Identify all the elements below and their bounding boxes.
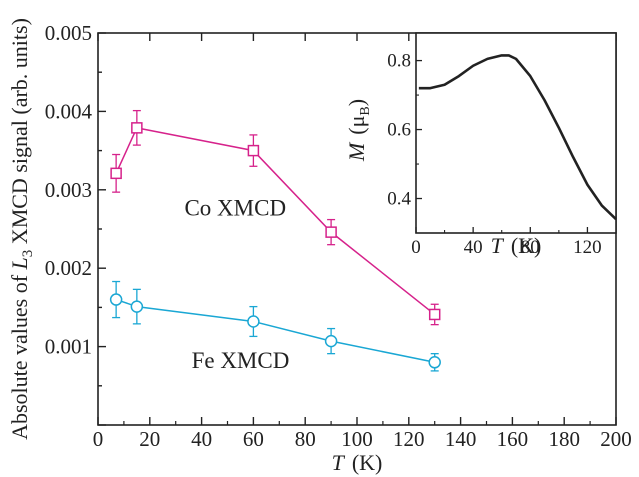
- inset-y-tick-label: 0.8: [387, 51, 411, 72]
- y-tick-label: 0.002: [45, 256, 92, 280]
- data-point: [247, 315, 260, 328]
- y-tick-label: 0.003: [45, 178, 92, 202]
- x-axis-title-unit: (K): [352, 450, 383, 475]
- data-point: [325, 226, 337, 238]
- x-axis-title: T (K): [332, 450, 383, 475]
- series-line: [115, 127, 436, 316]
- x-tick-label: 180: [548, 427, 580, 451]
- y-tick-label: 0.004: [45, 99, 93, 123]
- data-point: [131, 122, 143, 134]
- main-series: [109, 109, 441, 372]
- x-tick-label: 100: [341, 427, 373, 451]
- inset-y-title: M (μB): [344, 99, 373, 162]
- main-labels: Co XMCD Fe XMCD: [184, 196, 289, 373]
- inset-x-tick-label: 120: [573, 237, 602, 258]
- inset-y-title-sub: B: [358, 106, 373, 115]
- inset-frame: [415, 32, 617, 234]
- inset-y-tick-label: 0.4: [387, 189, 411, 210]
- series-annotation: Fe XMCD: [192, 348, 290, 373]
- y-axis-title-post: XMCD signal (arb. units): [7, 18, 32, 250]
- x-tick-label: 120: [393, 427, 425, 451]
- x-tick-label: 60: [243, 427, 264, 451]
- data-point: [324, 334, 338, 348]
- inset-y-title-unit-pre: (μ: [344, 116, 369, 135]
- inset-x-title: T (K): [491, 233, 542, 258]
- inset-y-tick-label: 0.6: [387, 120, 411, 141]
- inset-x-tick-label: 80: [521, 237, 540, 258]
- data-point: [110, 167, 122, 180]
- inset-x-tick-label: 40: [464, 237, 483, 258]
- x-tick-label: 0: [93, 427, 104, 451]
- inset-curve: [418, 54, 617, 221]
- data-point: [428, 308, 441, 321]
- data-point: [247, 144, 260, 157]
- y-tick-label: 0.001: [45, 335, 92, 359]
- x-tick-label: 200: [600, 427, 632, 451]
- y-axis-title: Absolute values of L3 XMCD signal (arb. …: [7, 18, 36, 440]
- y-tick-label: 0.005: [45, 21, 92, 45]
- data-point: [109, 293, 123, 306]
- series-annotation: Co XMCD: [184, 196, 286, 221]
- main-ticks: 0 20 40 60 80 100 120 140 160 180 200 0.001 0.002 0.0…: [45, 21, 632, 451]
- inset-x-title-var: T: [491, 233, 505, 258]
- x-tick-label: 80: [295, 427, 316, 451]
- y-axis-title-var: L: [7, 257, 32, 270]
- inset-y-title-var: M: [344, 141, 369, 162]
- data-point: [130, 300, 144, 313]
- x-tick-label: 20: [139, 427, 160, 451]
- inset-series: [418, 54, 617, 221]
- data-point: [428, 356, 441, 369]
- inset-x-tick-label: 0: [411, 237, 421, 258]
- inset-y-title-unit-post: ): [344, 99, 369, 106]
- y-axis-title-pre: Absolute values of: [7, 269, 32, 439]
- x-tick-label: 40: [191, 427, 212, 451]
- x-tick-label: 160: [497, 427, 529, 451]
- x-axis-title-var: T: [332, 450, 346, 475]
- inset-ticks: 0 40 80 120 0.4 0.6 0.8: [387, 51, 601, 258]
- y-axis-title-sub: 3: [20, 250, 36, 258]
- x-tick-label: 140: [445, 427, 477, 451]
- inset-x-title-unit: (K): [511, 233, 542, 258]
